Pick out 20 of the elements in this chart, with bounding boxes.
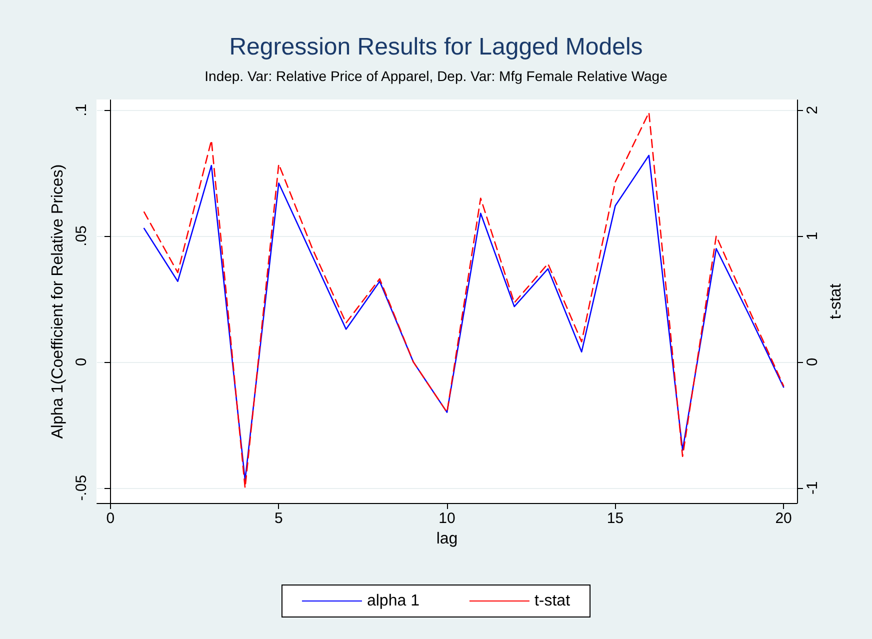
x-tick-label: 20 — [775, 510, 792, 527]
x-tick-label: 0 — [106, 510, 115, 527]
y-tick-label: .05 — [73, 226, 90, 246]
y2-tick-label: -1 — [804, 481, 821, 495]
y-tick-label: 0 — [73, 358, 90, 366]
y2-tick-label: 0 — [804, 358, 821, 366]
legend-label: t-stat — [534, 592, 571, 610]
chart-title: Regression Results for Lagged Models — [229, 34, 643, 60]
legend-label: alpha 1 — [366, 592, 420, 610]
y2-tick-label: 2 — [804, 106, 821, 114]
y2-axis-title: t-stat — [827, 283, 844, 320]
y-axis-title: Alpha 1(Coefficient for Relative Prices) — [50, 164, 67, 439]
y-tick-label: -.05 — [73, 474, 90, 501]
x-tick-label: 15 — [606, 510, 624, 527]
chart-subtitle: Indep. Var: Relative Price of Apparel, Dep. Var: Mfg Female Relative Wage — [204, 68, 668, 84]
x-tick-label: 10 — [438, 510, 456, 527]
y2-tick-label: 1 — [804, 232, 821, 240]
x-axis-title: lag — [436, 530, 458, 548]
y-tick-label: .1 — [73, 104, 90, 116]
x-tick-label: 5 — [274, 510, 283, 527]
